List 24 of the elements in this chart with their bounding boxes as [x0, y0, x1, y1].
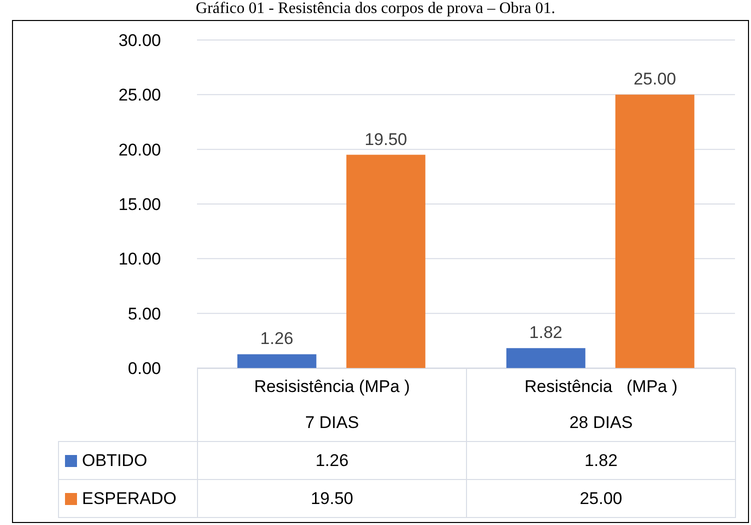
data-label: 1.26 — [197, 441, 467, 480]
y-tick-label: 10.00 — [118, 250, 161, 269]
data-label: 25.00 — [466, 479, 736, 518]
text: 1.26 — [260, 329, 294, 348]
text: 19.50 — [364, 130, 408, 149]
y-tick-label: 20.00 — [118, 140, 161, 160]
data-label: 19.50 — [197, 479, 467, 518]
bar — [506, 348, 586, 368]
bar — [237, 354, 316, 368]
y-tick-label: 30.00 — [118, 31, 161, 50]
text: 1.82 — [529, 323, 562, 342]
y-tick-label: 5.00 — [128, 304, 161, 324]
legend-label: OBTIDO — [58, 441, 198, 480]
bar — [615, 94, 694, 368]
bar — [346, 154, 426, 368]
text: 25.00 — [634, 70, 676, 89]
legend-label: ESPERADO — [58, 479, 198, 518]
x-tick-label: Resistência (MPa ) 28 DIAS — [524, 376, 678, 434]
chart-title: Gráfico 01 - Resistência dos corpos de prova – Obra 01. — [194, 0, 556, 18]
x-tick-label: Resisistência (MPa ) 7 DIAS — [254, 376, 410, 434]
data-label: 1.82 — [466, 441, 736, 480]
y-tick-label: 0.00 — [128, 359, 161, 378]
y-tick-label: 15.00 — [118, 195, 161, 214]
y-tick-label: 25.00 — [118, 86, 161, 105]
